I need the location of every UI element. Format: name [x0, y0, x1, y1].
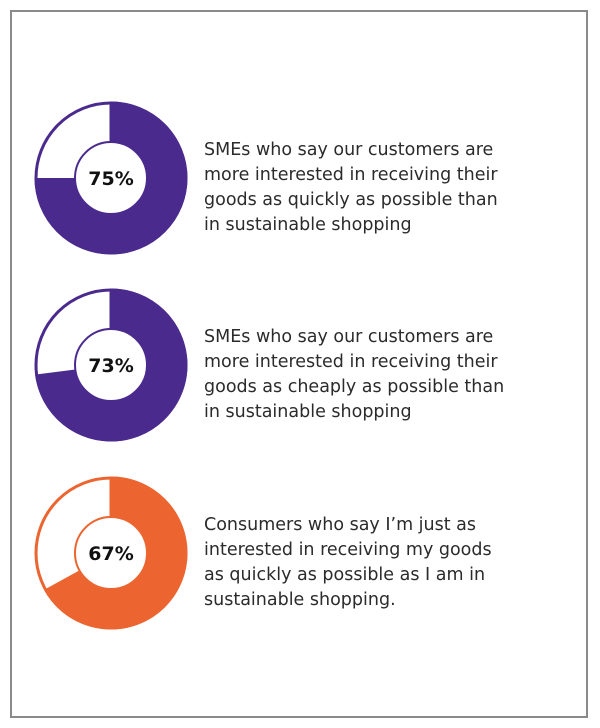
donut-segment [43, 476, 188, 630]
infographic-frame: 75% SMEs who say our customers are more … [10, 10, 588, 718]
donut-hole [74, 516, 148, 590]
donut-percent-label: 75% [88, 168, 133, 190]
stat-description: SMEs who say our customers are more inte… [204, 327, 505, 422]
donut-segment [34, 101, 188, 255]
stat-row: 73% SMEs who say our customers are more … [12, 287, 586, 447]
donut-chart: 67% [34, 476, 188, 630]
donut-segment [35, 288, 188, 442]
stat-description: Consumers who say I’m just as interested… [204, 515, 492, 610]
stat-row: 75% SMEs who say our customers are more … [12, 100, 586, 260]
donut-chart: 73% [34, 288, 188, 442]
donut-chart: 75% [34, 101, 188, 255]
donut-percent-label: 67% [88, 543, 133, 565]
donut-hole [74, 328, 148, 402]
donut-percent-label: 73% [88, 355, 133, 377]
stat-description: SMEs who say our customers are more inte… [204, 140, 498, 235]
donut-hole [74, 141, 148, 215]
stat-row: 67% Consumers who say I’m just as intere… [12, 475, 586, 635]
